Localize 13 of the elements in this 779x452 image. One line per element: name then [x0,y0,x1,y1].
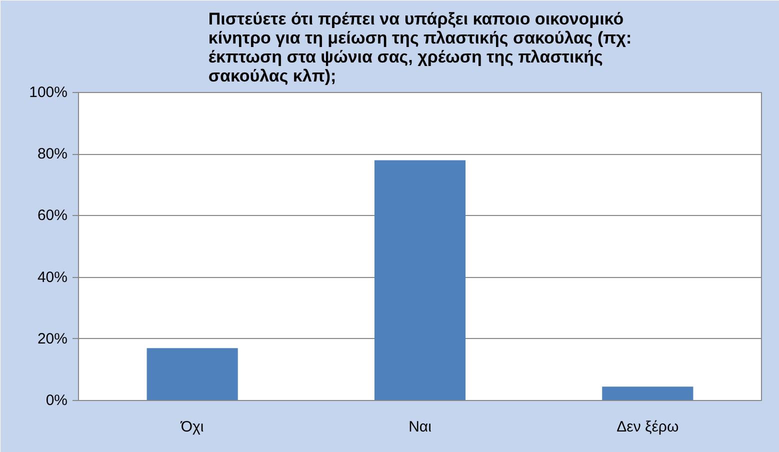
x-tick-label: Δεν ξέρω [616,418,679,436]
chart-title: Πιστεύετε ότι πρέπει να υπάρξει καποιο οικονομικό κίνητρο για τη μείωση της πλαστικής σακούλας (πχ: έκπτωση στα ψώνια σας, χρέωση της πλαστικής σακούλας κλπ); [208,10,632,86]
bar [374,160,466,400]
y-tick-label: 0% [46,392,68,409]
bar [602,386,694,400]
y-tick-label: 60% [37,207,68,224]
x-tick-label: Ναι [408,418,432,436]
bar [146,348,238,400]
y-tick-label: 20% [37,330,68,348]
y-tick-label: 100% [29,84,68,101]
y-tick-label: 80% [37,146,68,163]
y-tick-label: 40% [37,268,68,286]
x-tick-label: Όχι [180,418,204,436]
